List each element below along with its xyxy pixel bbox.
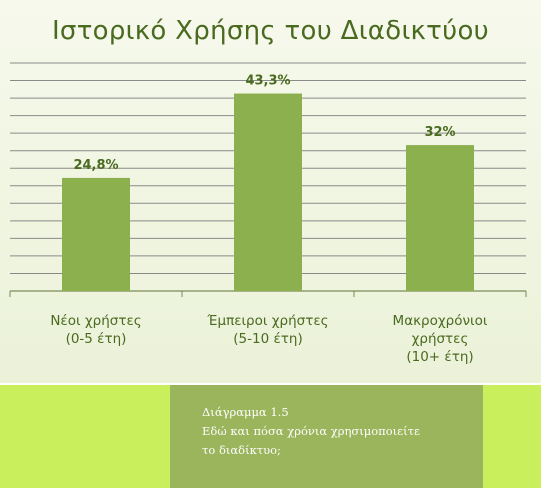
category-label-2: Μακροχρόνιοι [393,313,488,329]
category-label-0: Νέοι χρήστες [50,313,141,329]
caption-box: Διάγραμμα 1.5 Εδώ και πόσα χρόνια χρησιμ… [170,385,483,488]
category-label-1: Έμπειροι χρήστες [206,313,328,329]
data-label-1: 43,3% [245,74,290,89]
category-label-1: (5-10 έτη) [233,331,302,347]
category-label-2: χρήστες [412,331,469,347]
bar-0 [62,177,130,291]
data-label-0: 24,8% [73,158,118,173]
caption-question-line-2: το διαδίκτυο; [202,443,281,457]
category-label-2: (10+ έτη) [406,349,473,365]
bar-2 [406,145,474,291]
caption-figure-number: Διάγραμμα 1.5 [202,405,289,419]
caption-question-line-1: Εδώ και πόσα χρόνια χρησιμοποιείτε [202,424,420,438]
bar-chart: 24,8% Νέοι χρήστες (0-5 έτη) 43,3% Έμπειροι … [9,62,527,365]
bar-1 [234,93,302,291]
chart-title: Ιστορικό Χρήσης του Διαδικτύου [51,16,490,46]
category-label-0: (0-5 έτη) [66,331,127,347]
data-label-2: 32% [424,125,455,140]
